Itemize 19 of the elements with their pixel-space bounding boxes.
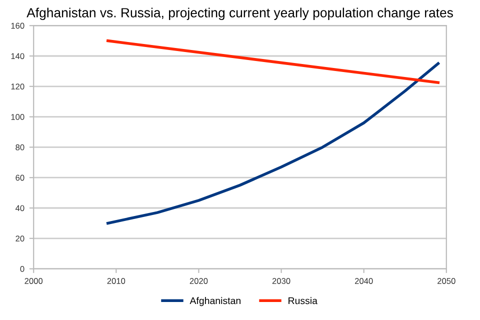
x-tick-label: 2020 [190,278,208,284]
y-tick-label: 80 [16,144,24,150]
line-series [106,62,440,225]
y-tick-label: 20 [16,236,24,242]
x-tick-label: 2050 [438,278,456,284]
y-tick-label: 60 [16,174,24,181]
y-tick-label: 120 [11,84,24,90]
y-tick-label: 40 [15,205,24,212]
x-tick-label: 2040 [354,278,373,284]
x-tick-label: 2000 [24,278,43,284]
legend-label: Russia [288,297,318,304]
y-tick-label: 140 [11,53,24,60]
y-tick-label: 100 [11,114,24,120]
legend-label: Afghanistan [190,297,240,306]
x-tick-label: 2030 [272,278,290,284]
y-tick-label: 0 [20,266,24,272]
y-tick-label: 160 [11,22,24,29]
chart-title: Afghanistan vs. Russia, projecting current yearly population change rates [26,8,453,20]
x-tick-label: 2010 [107,278,126,284]
